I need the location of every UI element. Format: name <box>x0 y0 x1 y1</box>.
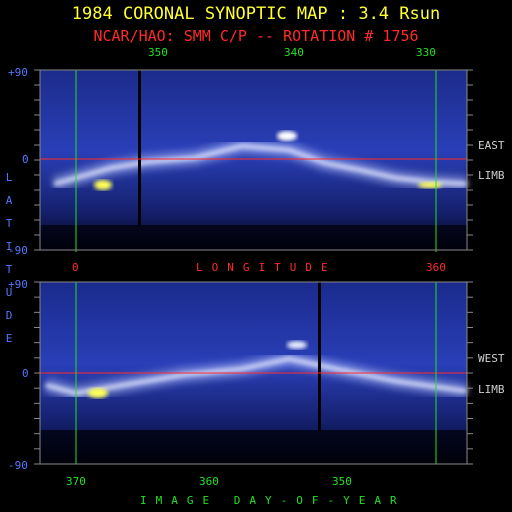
top-axis-tick-330: 330 <box>416 46 436 59</box>
east-label: EAST <box>478 139 505 152</box>
longitude-axis-label: LONGITUDE <box>196 261 337 274</box>
top-axis-tick-350: 350 <box>148 46 168 59</box>
bottom-y-tick-0: 0 <box>22 367 29 380</box>
latitude-letter: T <box>5 217 13 230</box>
latitude-letter: E <box>5 332 13 345</box>
top-y-tick-plus90: +90 <box>8 66 28 79</box>
latitude-letter: T <box>5 263 13 276</box>
top-bright-feature-left <box>94 180 112 190</box>
bottom-data-gap <box>318 282 321 432</box>
latitude-letter: U <box>5 286 13 299</box>
latitude-letter: I <box>5 240 13 253</box>
day-tick-350: 350 <box>332 475 352 488</box>
bottom-y-tick-minus90: -90 <box>8 459 28 472</box>
bottom-bright-feature <box>88 388 108 398</box>
latitude-letter: D <box>5 309 13 322</box>
latitude-letter: A <box>5 194 13 207</box>
bottom-ticks <box>34 281 473 465</box>
top-bright-feature-center <box>277 131 297 141</box>
latitude-letter: L <box>5 171 13 184</box>
top-dark-band <box>40 225 467 250</box>
west-label: WEST <box>478 352 505 365</box>
west-limb-label: LIMB <box>478 383 505 396</box>
top-bright-feature-right <box>418 182 442 188</box>
bottom-dark-band <box>40 430 467 464</box>
top-axis-tick-340: 340 <box>284 46 304 59</box>
east-limb-label: LIMB <box>478 169 505 182</box>
day-tick-370: 370 <box>66 475 86 488</box>
longitude-tick-360: 360 <box>426 261 446 274</box>
top-ticks <box>34 69 473 251</box>
bottom-map-panel <box>34 281 473 465</box>
chart-title: 1984 CORONAL SYNOPTIC MAP : 3.4 Rsun <box>71 4 441 24</box>
top-streamer-belt-core <box>53 143 468 186</box>
day-of-year-axis-label: IMAGE DAY-OF-YEAR <box>140 494 406 507</box>
day-tick-360: 360 <box>199 475 219 488</box>
top-y-tick-minus90: -90 <box>8 244 28 257</box>
top-map-background <box>40 70 467 250</box>
bottom-y-tick-plus90: +90 <box>8 278 28 291</box>
top-data-gap <box>138 70 141 226</box>
top-map-panel <box>34 69 473 252</box>
top-y-tick-0: 0 <box>22 153 29 166</box>
chart-subtitle: NCAR/HAO: SMM C/P -- ROTATION # 1756 <box>93 27 419 45</box>
longitude-tick-0: 0 <box>72 261 79 274</box>
bottom-bright-feature-center <box>287 341 307 349</box>
